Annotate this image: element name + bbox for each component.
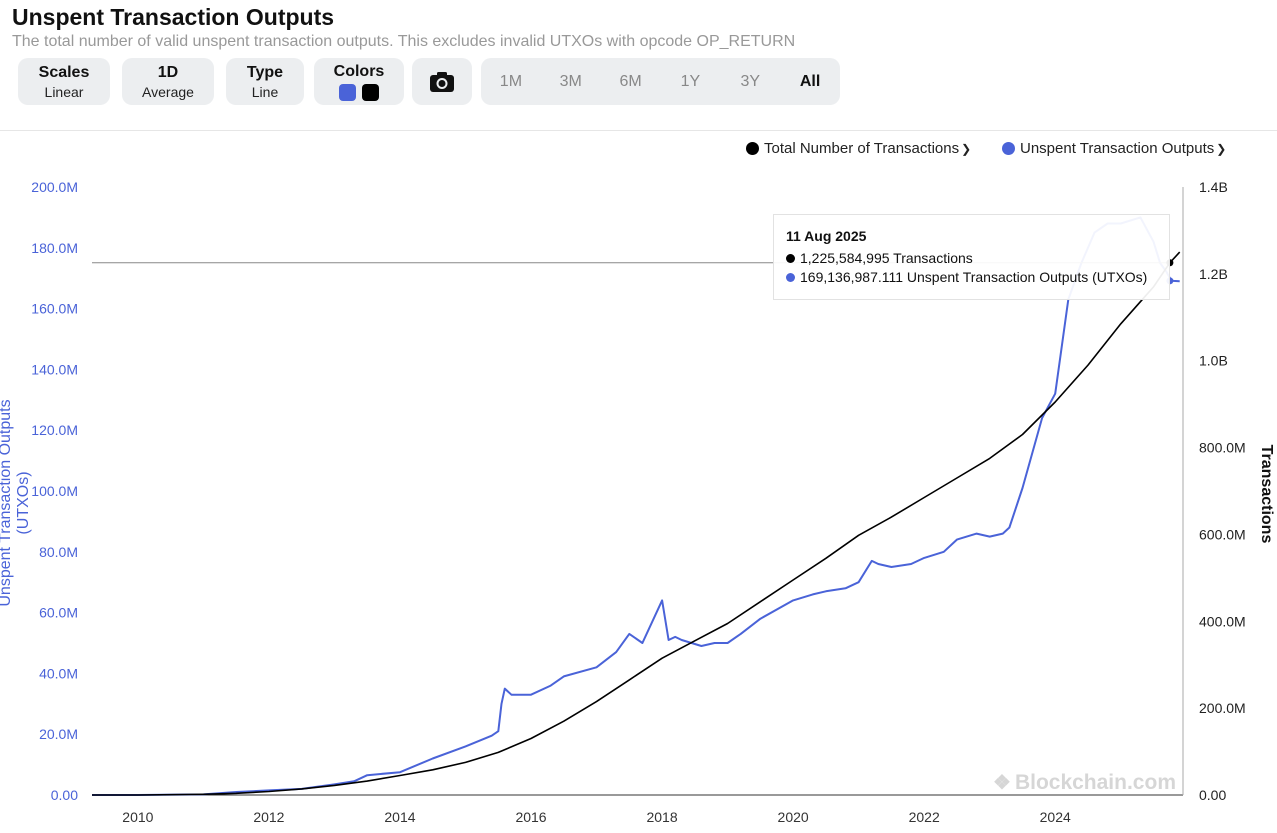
- y-tick-right: 1.2B: [1199, 266, 1228, 282]
- x-tick-label: 2014: [384, 809, 415, 825]
- y-tick-right: 200.0M: [1199, 700, 1246, 716]
- tx-series-line: [92, 251, 1181, 796]
- x-tick-label: 2020: [778, 809, 809, 825]
- legend-utxo-label: Unspent Transaction Outputs: [1020, 140, 1215, 157]
- chevron-down-icon[interactable]: ❯: [1216, 141, 1227, 156]
- page-subtitle: The total number of valid unspent transa…: [12, 33, 796, 50]
- y-tick-left: 40.0M: [39, 665, 78, 681]
- y-tick-right: 400.0M: [1199, 613, 1246, 629]
- y-tick-left: 180.0M: [31, 240, 78, 256]
- legend-tx-label: Total Number of Transactions: [764, 140, 960, 157]
- legend-utxo[interactable]: Unspent Transaction Outputs ❯: [1002, 140, 1226, 157]
- y-tick-left: 100.0M: [31, 483, 78, 499]
- legend-tx[interactable]: Total Number of Transactions ❯: [746, 140, 971, 157]
- chevron-down-icon[interactable]: ❯: [961, 141, 972, 156]
- x-tick-label: 2016: [515, 809, 546, 825]
- camera-icon: [430, 72, 454, 92]
- time-range-selector: 1M 3M 6M 1Y 3Y All: [481, 58, 840, 105]
- x-tick-label: 2024: [1040, 809, 1071, 825]
- y-axis-title-right: Transactions: [1258, 444, 1275, 544]
- legend-tx-dot: [746, 142, 759, 155]
- range-button-3m[interactable]: 3M: [559, 72, 582, 90]
- blockchain-logo-icon: ❖: [993, 772, 1011, 794]
- period-value: Average: [142, 84, 194, 100]
- period-button[interactable]: 1D Average: [122, 58, 214, 105]
- tooltip-date: 11 Aug 2025: [786, 228, 867, 244]
- y-tick-left: 20.0M: [39, 726, 78, 742]
- scales-label: Scales: [38, 64, 90, 81]
- range-button-all[interactable]: All: [799, 72, 821, 90]
- x-tick-label: 2018: [646, 809, 677, 825]
- utxo-color-swatch[interactable]: [339, 84, 356, 101]
- watermark-text: Blockchain.com: [1014, 770, 1176, 794]
- scales-button[interactable]: Scales Linear: [18, 58, 110, 105]
- range-button-1m[interactable]: 1M: [499, 72, 523, 90]
- tx-color-swatch[interactable]: [362, 84, 379, 101]
- range-button-1y[interactable]: 1Y: [680, 72, 701, 90]
- y-axis-title-left: Unspent Transaction Outputs (UTXOs): [0, 399, 32, 607]
- tooltip-tx-text: 1,225,584,995 Transactions: [800, 250, 973, 266]
- y-tick-right: 1.4B: [1199, 179, 1228, 195]
- legend-utxo-dot: [1002, 142, 1015, 155]
- utxo-series-line: [92, 216, 1180, 796]
- type-button[interactable]: Type Line: [226, 58, 304, 105]
- y-tick-left: 0.00: [51, 787, 78, 803]
- type-label: Type: [246, 64, 284, 81]
- tooltip-tx-dot: [786, 253, 795, 263]
- y-tick-left: 200.0M: [31, 179, 78, 195]
- period-label: 1D: [157, 64, 179, 81]
- x-tick-label: 2012: [253, 809, 284, 825]
- type-value: Line: [251, 84, 279, 100]
- page-title: Unspent Transaction Outputs: [12, 4, 335, 30]
- tooltip-utxo-dot: [786, 272, 795, 282]
- snapshot-button[interactable]: [412, 58, 472, 105]
- scales-value: Linear: [44, 84, 84, 100]
- y-tick-left: 60.0M: [39, 605, 78, 621]
- header-divider: [0, 130, 1277, 131]
- tooltip-utxo-text: 169,136,987.111 Unspent Transaction Outp…: [800, 269, 1148, 285]
- x-tick-label: 2022: [909, 809, 940, 825]
- y-tick-left: 160.0M: [31, 301, 78, 317]
- y-tick-right: 0.00: [1199, 787, 1226, 803]
- y-tick-left: 140.0M: [31, 361, 78, 377]
- chart-tooltip: 11 Aug 2025 1,225,584,995 Transactions 1…: [773, 214, 1170, 300]
- y-tick-right: 800.0M: [1199, 440, 1246, 456]
- watermark: ❖ Blockchain.com: [993, 770, 1176, 795]
- colors-label: Colors: [333, 63, 385, 80]
- y-tick-right: 1.0B: [1199, 353, 1228, 369]
- x-tick-label: 2010: [122, 809, 153, 825]
- range-button-3y[interactable]: 3Y: [740, 72, 761, 90]
- tooltip-utxo-row: 169,136,987.111 Unspent Transaction Outp…: [786, 269, 1157, 285]
- y-tick-left: 120.0M: [31, 422, 78, 438]
- y-tick-left: 80.0M: [39, 544, 78, 560]
- y-tick-right: 600.0M: [1199, 526, 1246, 542]
- range-button-6m[interactable]: 6M: [619, 72, 642, 90]
- tooltip-tx-row: 1,225,584,995 Transactions: [786, 250, 1157, 266]
- colors-button[interactable]: Colors: [314, 58, 404, 105]
